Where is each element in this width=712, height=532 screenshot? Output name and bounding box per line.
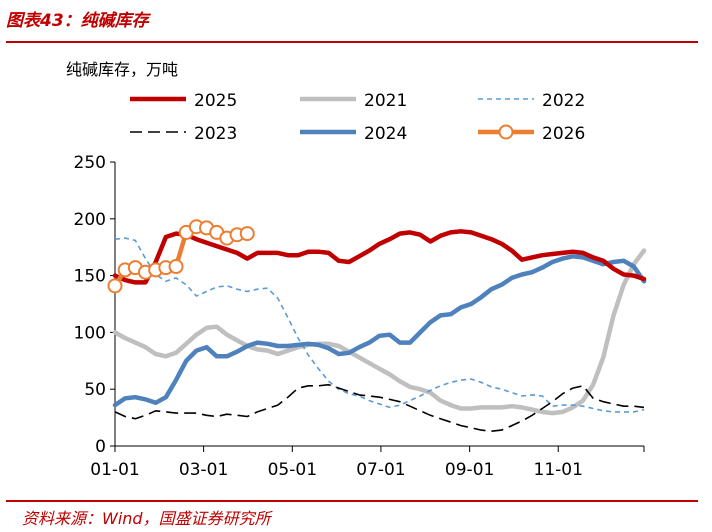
series-marker-2026 bbox=[168, 259, 184, 275]
bottom-rule bbox=[6, 500, 698, 502]
x-tick-label: 11-01 bbox=[534, 460, 583, 480]
legend-marker-2026 bbox=[498, 124, 514, 140]
x-tick-label: 07-01 bbox=[356, 460, 405, 480]
y-tick-label: 200 bbox=[74, 210, 106, 230]
legend-label-2025: 2025 bbox=[194, 91, 237, 111]
top-rule bbox=[6, 41, 698, 43]
legend-label-2022: 2022 bbox=[542, 91, 585, 111]
figure-title: 图表43：纯碱库存 bbox=[6, 11, 149, 31]
y-tick-label: 50 bbox=[84, 380, 106, 400]
series-marker-2026 bbox=[107, 278, 123, 294]
legend: 2025 2021 2022 2023 2024 2026 bbox=[130, 91, 585, 144]
x-tick-label: 01-01 bbox=[90, 460, 139, 480]
legend-label-2021: 2021 bbox=[364, 91, 407, 111]
series-line-2021 bbox=[112, 248, 647, 416]
axes: 0 50 100 150 200 250 01-01 03-01 05-01 07-01 09-01… bbox=[74, 153, 645, 480]
series-group bbox=[107, 219, 647, 432]
series-line-2023 bbox=[114, 383, 645, 432]
series-line-2022 bbox=[114, 237, 645, 413]
x-tick-label: 05-01 bbox=[268, 460, 317, 480]
legend-label-2023: 2023 bbox=[194, 124, 237, 144]
y-axis-label: 纯碱库存，万吨 bbox=[66, 60, 178, 79]
x-tick-label: 03-01 bbox=[179, 460, 228, 480]
y-tick-label: 150 bbox=[74, 267, 106, 287]
legend-label-2024: 2024 bbox=[364, 124, 407, 144]
y-tick-label: 0 bbox=[95, 437, 106, 457]
x-tick-label: 09-01 bbox=[445, 460, 494, 480]
y-tick-label: 100 bbox=[74, 323, 106, 343]
series-marker-2026 bbox=[239, 226, 255, 242]
source-note: 资料来源：Wind，国盛证券研究所 bbox=[22, 509, 271, 528]
series-line-2024 bbox=[112, 254, 647, 408]
y-tick-label: 250 bbox=[74, 153, 106, 173]
series-line-2025 bbox=[112, 229, 647, 285]
legend-label-2026: 2026 bbox=[542, 124, 585, 144]
